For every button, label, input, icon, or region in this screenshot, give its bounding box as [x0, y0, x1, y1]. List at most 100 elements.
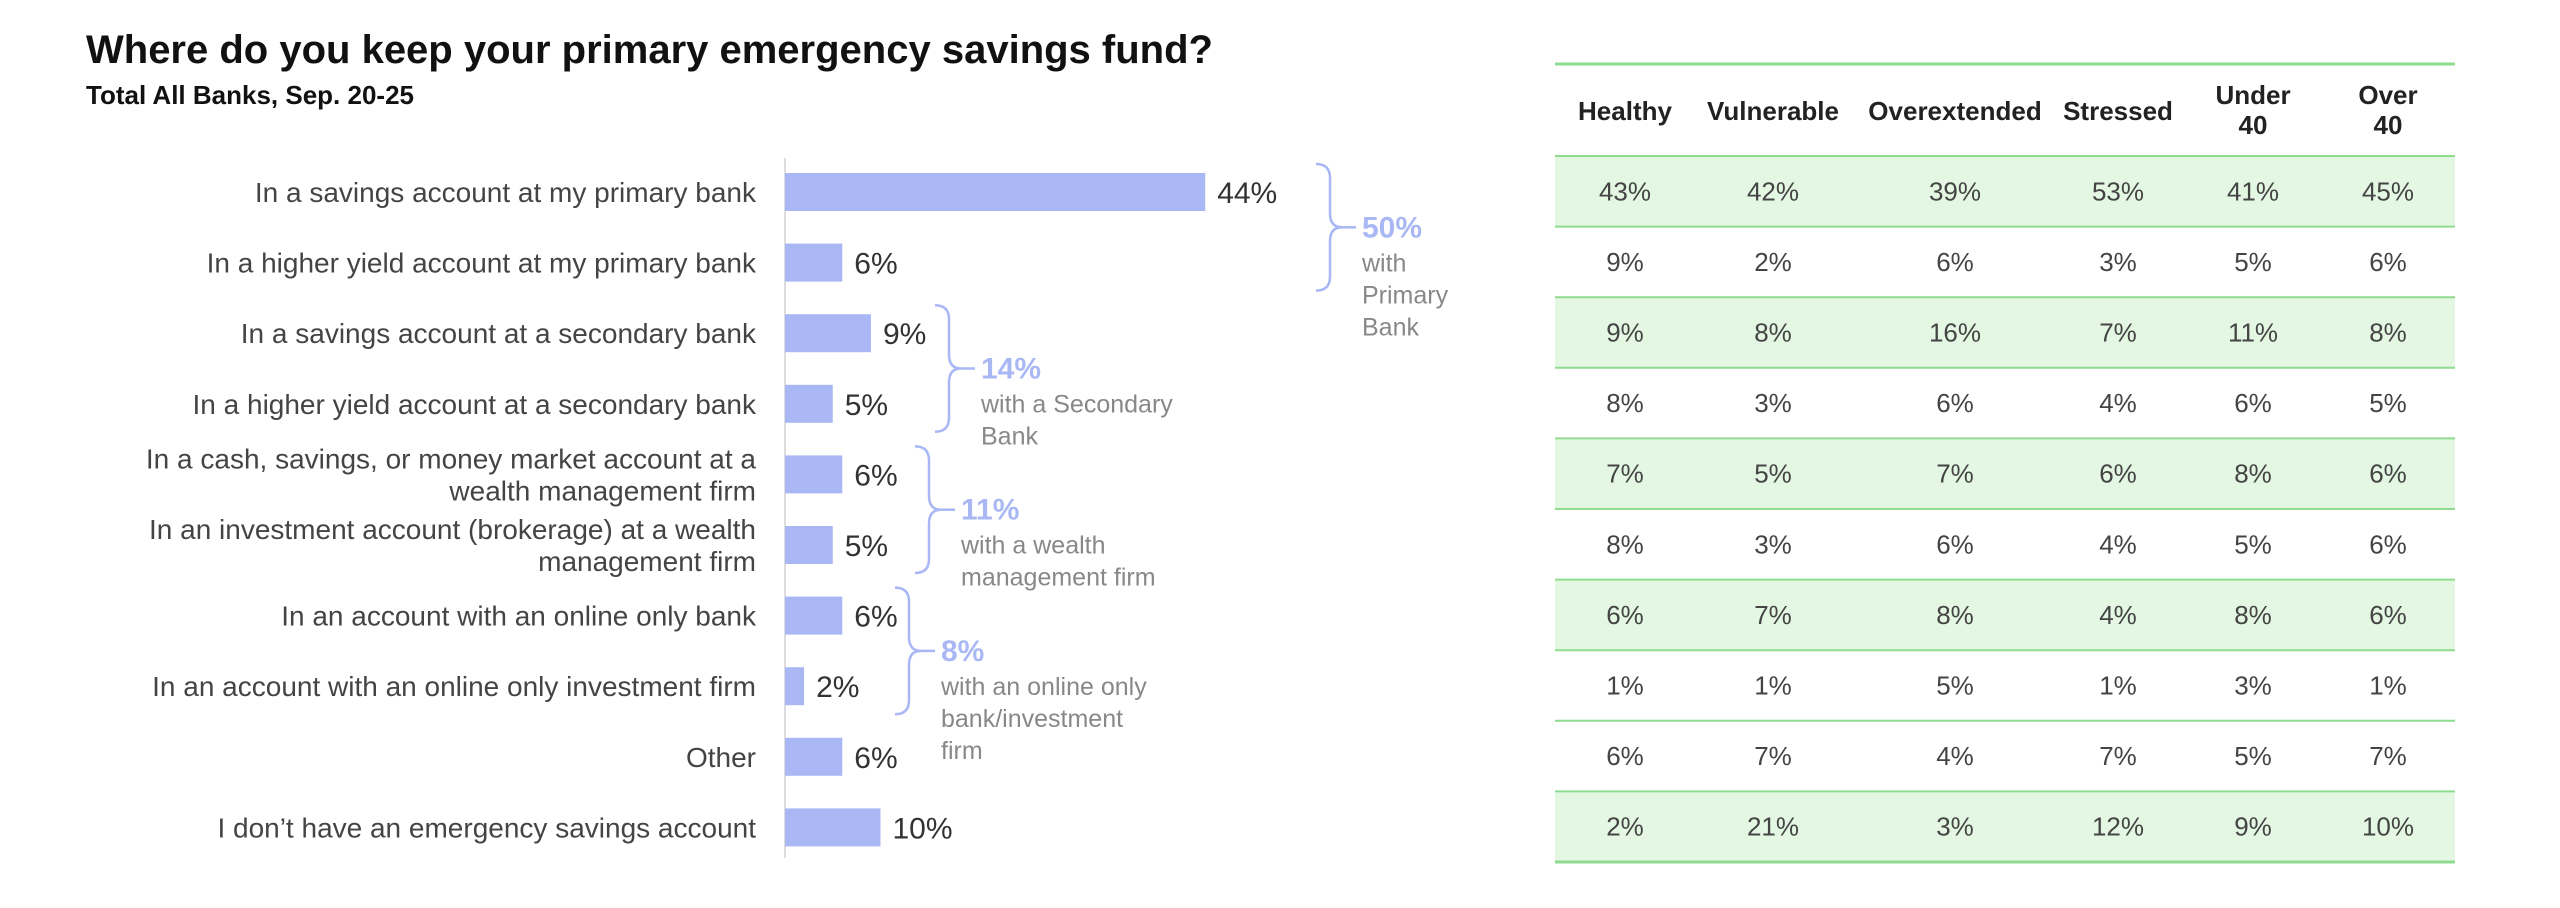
table-cell: 6%: [2369, 529, 2407, 559]
table-cell: 2%: [1606, 812, 1644, 842]
table-header: 40: [2239, 110, 2268, 140]
group-label: with an online only: [940, 673, 1147, 701]
table-header: Healthy: [1578, 96, 1672, 126]
table-cell: 4%: [2099, 600, 2137, 630]
category-label: In an investment account (brokerage) at …: [149, 514, 756, 545]
table-cell: 7%: [1754, 741, 1792, 771]
category-label: wealth management firm: [448, 475, 756, 506]
table-cell: 3%: [1754, 529, 1792, 559]
group-percent: 8%: [941, 635, 984, 668]
bar-value-label: 6%: [854, 742, 897, 775]
table-cell: 8%: [1606, 529, 1644, 559]
group-label: Bank: [981, 423, 1038, 451]
bar-value-label: 5%: [845, 530, 888, 563]
group-percent: 11%: [961, 494, 1019, 527]
table-cell: 1%: [2099, 671, 2137, 701]
table-cell: 8%: [2369, 318, 2407, 348]
bar: [785, 667, 805, 706]
table-row-band: [1555, 297, 2455, 368]
category-label: In a higher yield account at my primary …: [207, 248, 757, 279]
bar: [785, 737, 843, 776]
category-label: In a savings account at a secondary bank: [241, 318, 757, 349]
group-bracket: [914, 445, 942, 575]
bar: [785, 808, 881, 847]
bar: [785, 526, 833, 564]
bar: [785, 243, 843, 282]
table-header: Vulnerable: [1707, 96, 1839, 126]
table-cell: 4%: [2099, 529, 2137, 559]
table-cell: 8%: [1936, 600, 1974, 630]
table-cell: 39%: [1929, 176, 1981, 206]
group-percent: 50%: [1362, 211, 1422, 244]
table-cell: 4%: [1936, 741, 1974, 771]
category-label: Other: [686, 742, 756, 773]
table-header: Stressed: [2063, 96, 2173, 126]
table-cell: 16%: [1929, 318, 1981, 348]
table-row-band: [1555, 156, 2455, 227]
group-bracket: [934, 303, 962, 434]
table-cell: 2%: [1754, 247, 1792, 277]
table-cell: 8%: [2234, 600, 2272, 630]
table-cell: 5%: [2234, 247, 2272, 277]
bar-value-label: 2%: [816, 671, 859, 704]
table-cell: 45%: [2362, 176, 2414, 206]
table-header: Overextended: [1868, 96, 2041, 126]
table-cell: 6%: [1606, 741, 1644, 771]
table-cell: 6%: [2369, 600, 2407, 630]
bar-value-label: 6%: [854, 601, 897, 634]
group-label: with: [1361, 249, 1406, 277]
table-cell: 1%: [1754, 671, 1792, 701]
bar: [785, 596, 843, 635]
table-cell: 1%: [2369, 671, 2407, 701]
table-cell: 8%: [1754, 318, 1792, 348]
table-cell: 6%: [1606, 600, 1644, 630]
table-cell: 8%: [1606, 388, 1644, 418]
table-cell: 41%: [2227, 176, 2279, 206]
table-cell: 7%: [1606, 459, 1644, 489]
category-label: In an account with an online only bank: [281, 601, 757, 632]
table-cell: 43%: [1599, 176, 1651, 206]
table-cell: 3%: [1936, 812, 1974, 842]
table-cell: 6%: [2099, 459, 2137, 489]
table-cell: 6%: [2234, 388, 2272, 418]
table-cell: 7%: [1936, 459, 1974, 489]
table-cell: 42%: [1747, 176, 1799, 206]
bar-value-label: 6%: [854, 459, 897, 492]
table-cell: 5%: [2234, 529, 2272, 559]
table-cell: 7%: [2369, 741, 2407, 771]
table-cell: 3%: [2099, 247, 2137, 277]
table-cell: 5%: [1936, 671, 1974, 701]
table-cell: 6%: [1936, 529, 1974, 559]
table-cell: 5%: [2234, 741, 2272, 771]
category-label: In a higher yield account at a secondary…: [193, 389, 757, 420]
group-label: Primary: [1362, 281, 1449, 309]
bar: [785, 314, 871, 353]
category-label: In a cash, savings, or money market acco…: [146, 443, 757, 474]
table-header: 40: [2374, 110, 2403, 140]
bar-value-label: 10%: [893, 812, 953, 845]
table-cell: 1%: [1606, 671, 1644, 701]
bar: [785, 384, 833, 423]
table-cell: 9%: [1606, 247, 1644, 277]
chart-subtitle: Total All Banks, Sep. 20-25: [86, 80, 414, 110]
table-cell: 10%: [2362, 812, 2414, 842]
table-row-band: [1555, 579, 2455, 651]
bar-value-label: 9%: [883, 318, 926, 351]
table-cell: 6%: [2369, 247, 2407, 277]
category-label: In an account with an online only invest…: [152, 671, 756, 702]
table-cell: 12%: [2092, 812, 2144, 842]
table-cell: 6%: [2369, 459, 2407, 489]
table-cell: 53%: [2092, 176, 2144, 206]
bar: [785, 173, 1206, 211]
table-cell: 7%: [2099, 741, 2137, 771]
table-cell: 3%: [1754, 388, 1792, 418]
table-cell: 21%: [1747, 812, 1799, 842]
bar-value-label: 5%: [845, 389, 888, 422]
table-cell: 6%: [1936, 388, 1974, 418]
group-bracket: [1315, 162, 1343, 292]
group-label: Bank: [1362, 313, 1419, 341]
table-cell: 9%: [2234, 812, 2272, 842]
bar-value-label: 44%: [1217, 177, 1277, 210]
table-cell: 4%: [2099, 388, 2137, 418]
